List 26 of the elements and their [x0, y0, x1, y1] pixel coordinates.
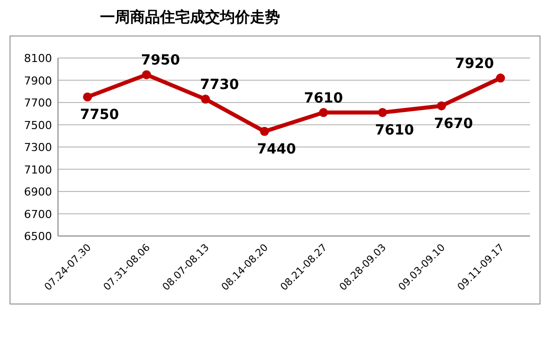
point [142, 70, 151, 80]
point [496, 74, 505, 83]
y-tick-label: 7100 [24, 163, 52, 176]
y-tick-label: 7500 [24, 118, 52, 132]
y-tick-label: 8100 [24, 52, 52, 65]
data-label: 7670 [434, 116, 474, 132]
point [437, 101, 446, 110]
chart-title: 一周商品住宅成交均价走势 [100, 8, 280, 26]
data-label: 7440 [257, 141, 296, 158]
point [319, 108, 328, 118]
point [201, 94, 210, 104]
y-tick-label: 6500 [24, 230, 52, 243]
point [260, 126, 269, 136]
data-label: 7610 [304, 90, 344, 107]
y-tick-label: 6900 [24, 186, 52, 198]
data-label: 7920 [455, 56, 494, 72]
data-label: 7750 [80, 106, 120, 123]
y-tick-label: 6700 [24, 208, 52, 221]
y-tick-label: 7700 [24, 96, 52, 110]
point [83, 92, 92, 102]
data-label: 7610 [375, 122, 414, 139]
point [378, 108, 387, 118]
y-tick-label: 7900 [24, 74, 52, 88]
data-label: 7730 [200, 77, 240, 94]
data-label: 7950 [141, 52, 180, 69]
y-tick-label: 7300 [24, 141, 52, 154]
